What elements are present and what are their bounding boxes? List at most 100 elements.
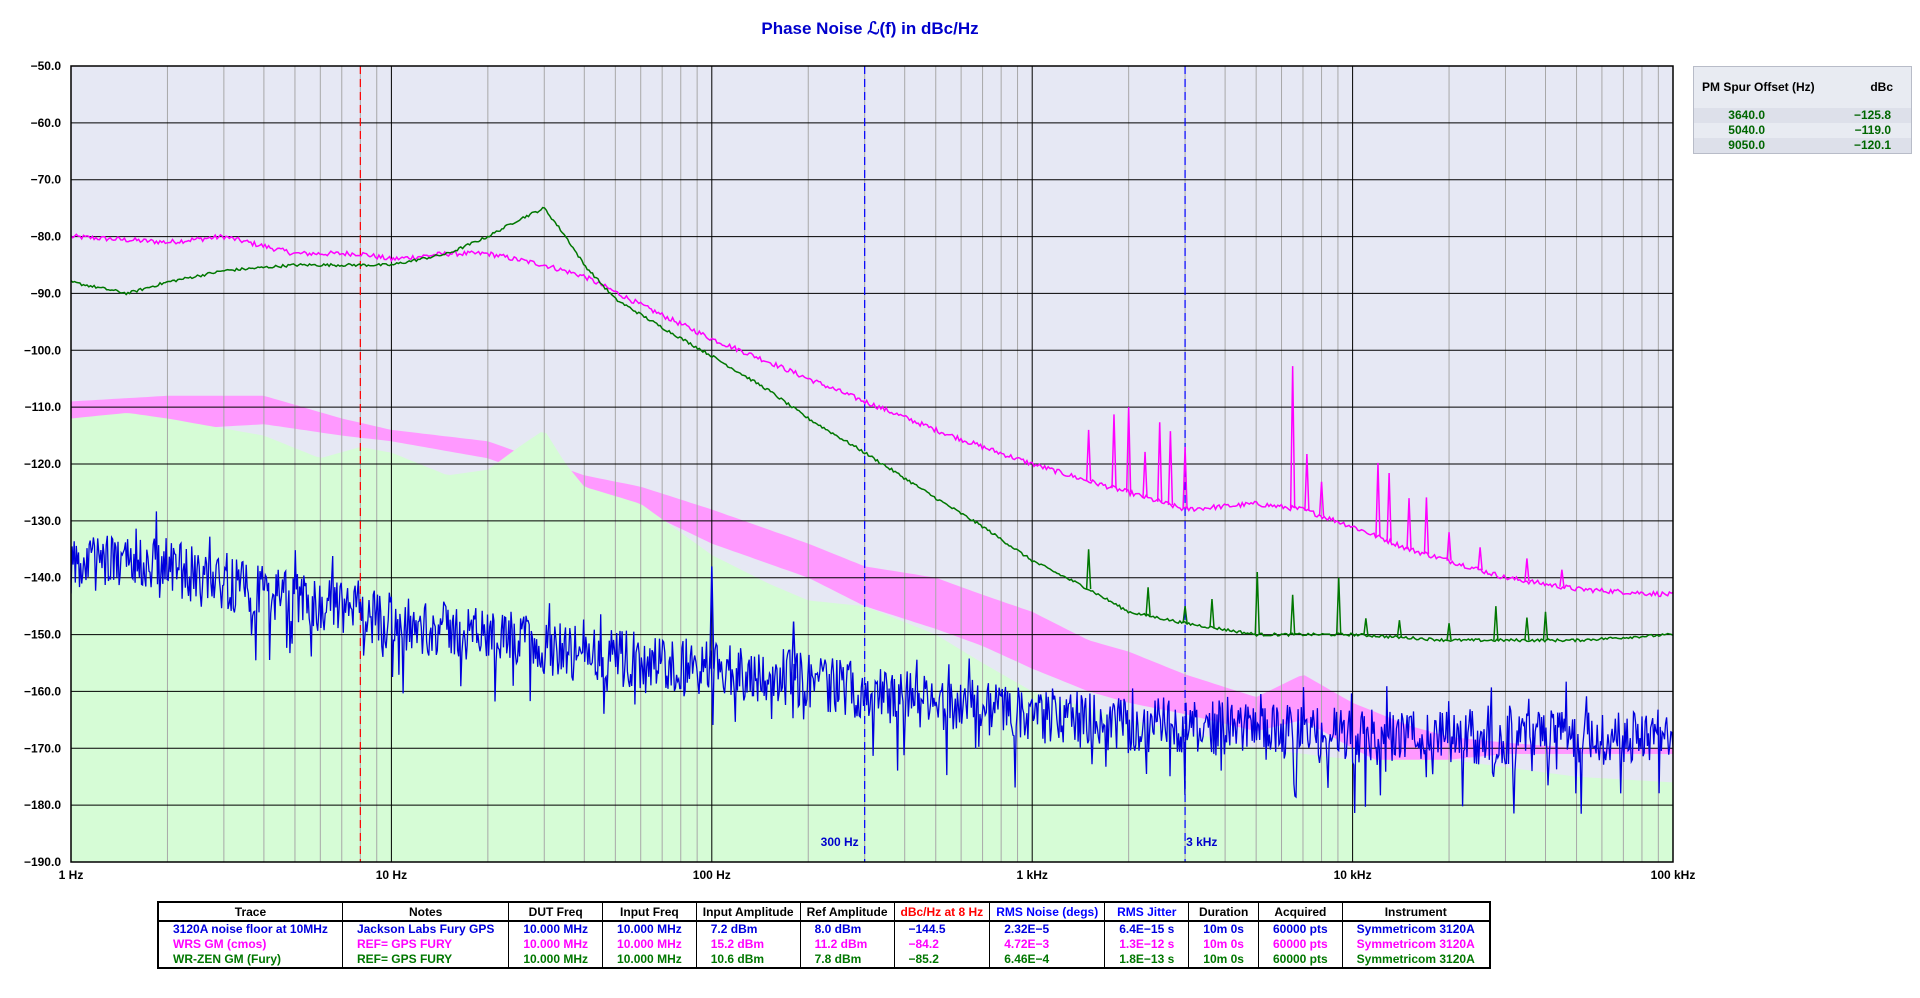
trace-table-cell: REF= GPS FURY bbox=[341, 937, 510, 952]
trace-table: Trace Notes DUT Freq Input Freq Input Am… bbox=[157, 901, 1491, 969]
series-spur bbox=[709, 566, 715, 669]
x-tick-label: 10 kHz bbox=[1334, 868, 1372, 882]
header-dut-freq: DUT Freq bbox=[508, 901, 604, 922]
series-spur bbox=[1423, 497, 1430, 555]
noise-band bbox=[71, 395, 1673, 776]
series-spur bbox=[1446, 623, 1452, 641]
trace-table-cell: 10m 0s bbox=[1188, 921, 1259, 937]
header-input-freq: Input Freq bbox=[602, 901, 697, 922]
y-tick-label: −150.0 bbox=[24, 628, 61, 642]
marker-label: 3 kHz bbox=[1186, 835, 1217, 849]
header-rms-noise: RMS Noise (degs) bbox=[989, 901, 1106, 922]
noise-bands bbox=[71, 395, 1673, 862]
series-spur bbox=[1142, 451, 1148, 498]
y-tick-label: −50.0 bbox=[31, 59, 62, 73]
trace-table-cell: 10.000 MHz bbox=[602, 921, 697, 937]
trace-table-cell: 7.8 dBm bbox=[799, 952, 895, 969]
trace-table-row: WR-ZEN GM (Fury) REF= GPS FURY 10.000 MHz 1… bbox=[157, 952, 1491, 969]
spur-offset: 3640.0 bbox=[1728, 108, 1765, 122]
spur-offset: 9050.0 bbox=[1728, 138, 1765, 152]
trace-table-cell: 60000 pts bbox=[1257, 921, 1343, 937]
series-spur bbox=[1493, 606, 1499, 641]
trace-table-cell: 60000 pts bbox=[1257, 952, 1343, 969]
series-spur bbox=[1125, 407, 1132, 493]
trace-table-cell: −85.2 bbox=[893, 952, 991, 969]
header-input-amplitude: Input Amplitude bbox=[695, 901, 801, 922]
trace-table-cell: Jackson Labs Fury GPS bbox=[341, 921, 510, 937]
y-tick-label: −90.0 bbox=[31, 286, 62, 300]
trace-table-cell: 11.2 dBm bbox=[799, 937, 895, 952]
y-tick-label: −120.0 bbox=[24, 457, 61, 471]
y-tick-label: −60.0 bbox=[31, 116, 62, 130]
y-tick-label: −100.0 bbox=[24, 343, 61, 357]
series-spur bbox=[1318, 481, 1325, 516]
trace-table-cell: 60000 pts bbox=[1257, 937, 1343, 952]
x-tick-label: 10 Hz bbox=[376, 868, 407, 882]
trace-table-cell: 10.000 MHz bbox=[602, 937, 697, 952]
trace-table-cell: 6.4E−15 s bbox=[1104, 921, 1190, 937]
trace-table-cell: −84.2 bbox=[893, 937, 991, 952]
x-tick-label: 100 Hz bbox=[693, 868, 731, 882]
trace-table-cell: 10.000 MHz bbox=[508, 921, 604, 937]
trace-table-cell: Symmetricom 3120A bbox=[1341, 952, 1491, 969]
noise-band bbox=[71, 413, 1673, 862]
trace-table-cell: Symmetricom 3120A bbox=[1341, 937, 1491, 952]
header-duration: Duration bbox=[1188, 901, 1259, 922]
y-tick-label: −190.0 bbox=[24, 855, 61, 869]
series-spur bbox=[1335, 577, 1342, 635]
series-spur bbox=[1477, 547, 1483, 571]
trace-table-cell: Symmetricom 3120A bbox=[1341, 921, 1491, 937]
series-spur bbox=[1386, 473, 1392, 542]
header-ref-amplitude: Ref Amplitude bbox=[799, 901, 895, 922]
trace-table-cell: 10m 0s bbox=[1188, 952, 1259, 969]
spur-dbc: −120.1 bbox=[1853, 138, 1891, 152]
y-tick-label: −130.0 bbox=[24, 514, 61, 528]
trace-table-cell: 6.46E−4 bbox=[989, 952, 1106, 969]
y-tick-label: −70.0 bbox=[31, 173, 62, 187]
header-notes: Notes bbox=[341, 901, 510, 922]
series-spur bbox=[1085, 549, 1092, 590]
y-tick-label: −140.0 bbox=[24, 571, 61, 585]
spur-table: PM Spur Offset (Hz) dBc 3640.0 −125.8 50… bbox=[1693, 66, 1912, 154]
series-spur bbox=[1156, 422, 1163, 502]
y-axis-ticks: −50.0 −60.0 −70.0 −80.0 −90.0 −100.0 −110.0 −12… bbox=[24, 59, 61, 869]
series-spur bbox=[1363, 618, 1369, 636]
spur-header-offset: PM Spur Offset (Hz) bbox=[1702, 80, 1815, 94]
trace-table-cell: 7.2 dBm bbox=[695, 921, 801, 937]
series-spur bbox=[1406, 498, 1412, 550]
series-spur bbox=[1145, 587, 1151, 616]
x-tick-label: 1 Hz bbox=[59, 868, 84, 882]
series-spur bbox=[1182, 446, 1188, 510]
series-spur bbox=[1254, 572, 1261, 635]
y-tick-label: −110.0 bbox=[25, 400, 62, 414]
series-spur bbox=[1289, 594, 1296, 635]
series-spur bbox=[1375, 462, 1381, 537]
marker-label: 300 Hz bbox=[821, 835, 859, 849]
trace-table-cell: 1.8E−13 s bbox=[1104, 952, 1190, 969]
series-spur bbox=[1111, 414, 1117, 489]
header-dbc-at-8hz: dBc/Hz at 8 Hz bbox=[893, 901, 991, 922]
trace-table-cell: 10.000 MHz bbox=[602, 952, 697, 969]
trace-table-cell: 10.6 dBm bbox=[695, 952, 801, 969]
spur-header-dbc: dBc bbox=[1870, 80, 1893, 94]
series-spur bbox=[1304, 453, 1310, 511]
data-series bbox=[71, 206, 1673, 814]
phase-noise-chart: Phase Noise ℒ(f) in dBc/Hz 300 Hz 3 kHz −… bbox=[24, 19, 1696, 882]
trace-table-row: WRS GM (cmos) REF= GPS FURY 10.000 MHz 10.0… bbox=[157, 937, 1491, 952]
series-spur bbox=[1209, 599, 1215, 628]
trace-table-cell: 10.000 MHz bbox=[508, 937, 604, 952]
trace-table-cell: WR-ZEN GM (Fury) bbox=[157, 952, 343, 969]
y-tick-label: −160.0 bbox=[24, 684, 61, 698]
series-spur bbox=[1542, 611, 1549, 641]
series-line bbox=[71, 511, 1673, 814]
spur-row: 3640.0 −125.8 bbox=[1694, 108, 1911, 123]
series-line bbox=[71, 206, 1673, 643]
y-tick-label: −170.0 bbox=[24, 741, 61, 755]
series-spur bbox=[1524, 558, 1530, 582]
trace-table-cell: WRS GM (cmos) bbox=[157, 937, 343, 952]
series-spur bbox=[1167, 431, 1174, 506]
y-tick-label: −180.0 bbox=[24, 798, 61, 812]
series-spur bbox=[1396, 620, 1403, 638]
header-acquired: Acquired bbox=[1257, 901, 1343, 922]
x-tick-label: 100 kHz bbox=[1651, 868, 1696, 882]
